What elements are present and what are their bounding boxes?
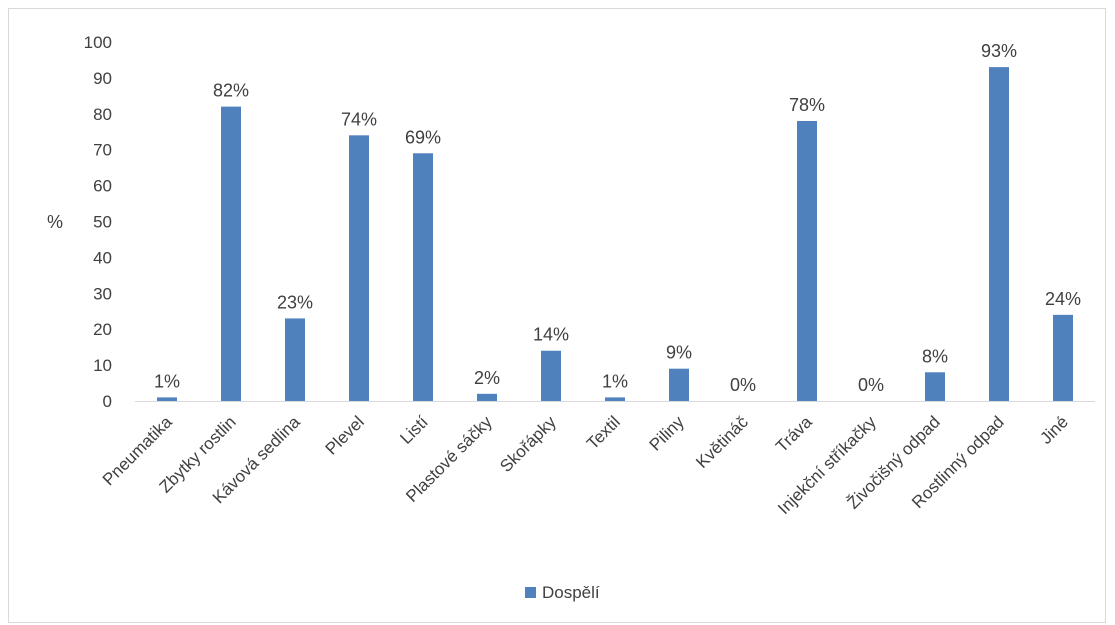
data-label: 24% [1045, 289, 1081, 309]
bar [157, 397, 177, 401]
y-tick-label: 70 [93, 141, 112, 160]
y-tick-label: 30 [93, 284, 112, 303]
bar [541, 350, 561, 401]
bar [1053, 314, 1073, 401]
y-tick-label: 50 [93, 213, 112, 232]
x-tick-label: Textil [583, 412, 624, 453]
x-tick-label: Plevel [322, 412, 368, 458]
legend: Dospělí [525, 583, 600, 602]
x-tick-label: Tráva [772, 412, 816, 456]
data-label: 82% [213, 81, 249, 101]
y-axis-label: % [47, 212, 63, 232]
bar [797, 120, 817, 401]
data-label: 23% [277, 292, 313, 312]
y-tick-label: 80 [93, 105, 112, 124]
bar [605, 397, 625, 401]
data-label: 8% [922, 346, 948, 366]
data-label: 0% [858, 375, 884, 395]
y-tick-label: 60 [93, 177, 112, 196]
y-tick-label: 0 [103, 392, 112, 411]
y-tick-label: 90 [93, 69, 112, 88]
data-label: 14% [533, 325, 569, 345]
y-tick-label: 20 [93, 320, 112, 339]
x-tick-label: Jiné [1036, 412, 1071, 447]
bar [221, 106, 241, 402]
data-label: 1% [602, 371, 628, 391]
data-label: 78% [789, 95, 825, 115]
bar [477, 393, 497, 401]
chart-frame [8, 8, 1106, 623]
data-label: 2% [474, 368, 500, 388]
x-tick-label: Piliny [646, 412, 689, 455]
bar [669, 368, 689, 401]
legend-label: Dospělí [542, 583, 600, 602]
bar [349, 135, 369, 401]
bar [925, 372, 945, 401]
data-label: 0% [730, 375, 756, 395]
x-tick-label: Květináč [692, 412, 752, 472]
data-label: 74% [341, 109, 377, 129]
x-tick-label: Skořápky [496, 412, 560, 476]
y-tick-label: 100 [84, 33, 112, 52]
legend-swatch [525, 587, 536, 598]
bar [413, 153, 433, 401]
y-tick-label: 40 [93, 248, 112, 267]
data-label: 93% [981, 41, 1017, 61]
bar [989, 67, 1009, 401]
y-tick-label: 10 [93, 356, 112, 375]
data-label: 1% [154, 371, 180, 391]
bar [285, 318, 305, 401]
x-tick-label: Listí [396, 412, 432, 448]
data-label: 69% [405, 127, 441, 147]
data-label: 9% [666, 343, 692, 363]
